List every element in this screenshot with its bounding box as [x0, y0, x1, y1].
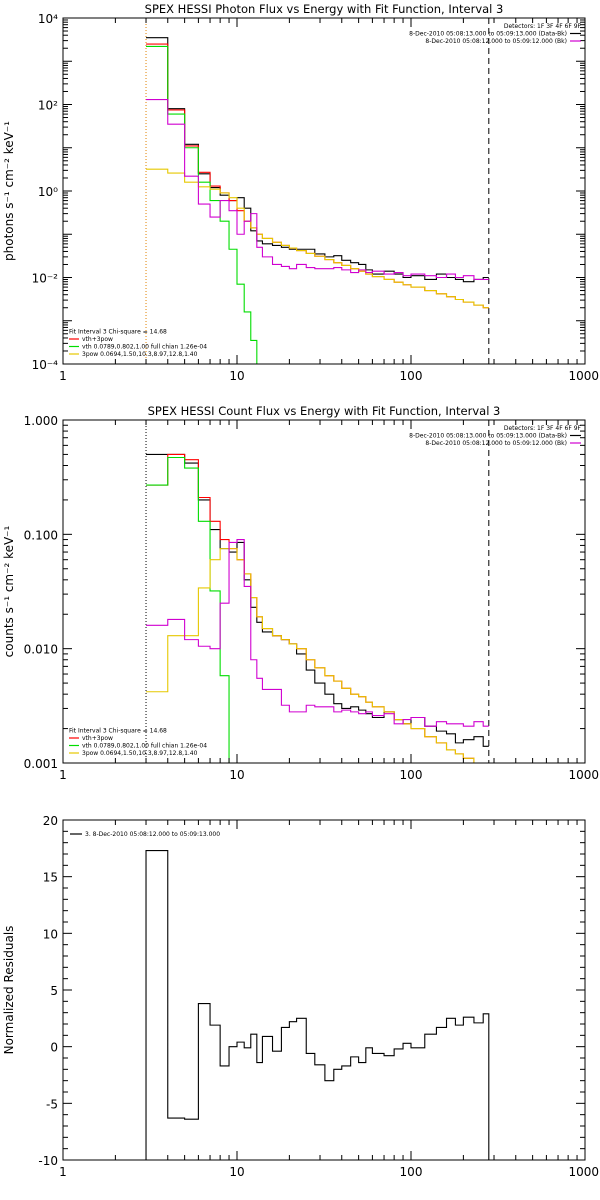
- legend-entry: vth+3pow: [82, 735, 113, 742]
- series-group: [146, 453, 489, 763]
- y-tick-label: 10⁰: [38, 185, 58, 199]
- x-tick-label: 1: [59, 768, 67, 782]
- series-line-3: [146, 168, 489, 309]
- series-line-0: [146, 37, 489, 283]
- legend-entry: Detectors: 1F 3F 4F 6F 9F: [504, 425, 582, 432]
- series-line-0: [145, 850, 490, 1160]
- series-group: [146, 37, 489, 364]
- legend-entry: vth 0.0789,0.802,1.00 full chian 1.26e-0…: [82, 344, 207, 351]
- plot-frame: [62, 17, 586, 365]
- x-tick-label: 1: [59, 369, 67, 383]
- y-tick-label: 10²: [38, 99, 58, 113]
- plot-frame: [62, 419, 586, 764]
- y-axis-label: Normalized Residuals: [2, 926, 16, 1055]
- x-tick-label: 1: [59, 1165, 67, 1179]
- y-tick-label: -10: [38, 1154, 58, 1168]
- y-tick-label: 1.000: [24, 414, 58, 428]
- y-tick-label: 15: [43, 871, 58, 885]
- y-axis-label: photons s⁻¹ cm⁻² keV⁻¹: [2, 121, 16, 261]
- legend-entry: 3. 8-Dec-2010 05:08:12.000 to 05:09:13.0…: [85, 831, 220, 838]
- series-line-3: [146, 548, 484, 763]
- series-line-1: [146, 453, 484, 763]
- series-line-2: [146, 456, 230, 763]
- y-tick-label: 0.100: [24, 528, 58, 542]
- legend-entry: vth+3pow: [82, 336, 113, 343]
- x-tick-label: 100: [400, 369, 423, 383]
- chart-title: SPEX HESSI Photon Flux vs Energy with Fi…: [145, 2, 504, 16]
- x-tick-label: 10: [229, 1165, 244, 1179]
- y-tick-label: 10⁻²: [32, 272, 59, 286]
- x-tick-label: 1000: [568, 369, 599, 383]
- y-tick-label: 0.010: [24, 643, 58, 657]
- legend-entry: Fit Interval 3 Chi-square = 14.68: [69, 728, 167, 735]
- series-line-2: [146, 45, 258, 364]
- legend-entry: 8-Dec-2010 05:08:12.000 to 05:09:12.000 …: [425, 38, 567, 45]
- series-line-4: [146, 99, 489, 281]
- legend-entry: 3pow 0.0694,1.50,10.3,8.97,12.8,1.40: [82, 750, 198, 757]
- legend-entry: 3pow 0.0694,1.50,10.3,8.97,12.8,1.40: [82, 351, 198, 358]
- legend-entry: Fit Interval 3 Chi-square = 14.68: [69, 329, 167, 336]
- legend-entry: 8-Dec-2010 05:08:13.000 to 05:09:13.000 …: [409, 433, 567, 440]
- panel-2: SPEX HESSI Count Flux vs Energy with Fit…: [2, 404, 599, 782]
- y-tick-label: 20: [43, 814, 58, 828]
- legend-entry: 8-Dec-2010 05:08:12.000 to 05:09:12.000 …: [425, 440, 567, 447]
- legend-entry: Detectors: 1F 3F 4F 6F 9F: [504, 23, 582, 30]
- x-tick-label: 100: [400, 1165, 423, 1179]
- y-axis-label: counts s⁻¹ cm⁻² keV⁻¹: [2, 525, 16, 657]
- y-tick-label: 10⁻⁴: [32, 358, 59, 372]
- x-tick-label: 1000: [568, 1165, 599, 1179]
- legend-entry: 8-Dec-2010 05:08:13.000 to 05:09:13.000 …: [409, 31, 567, 38]
- panel-3: Normalized Residuals 1 10 100 1000 20 15 10 5 0 -5…: [2, 814, 599, 1179]
- y-tick-label: 0.001: [24, 757, 58, 771]
- series-line-0: [146, 453, 489, 747]
- series-group: [145, 850, 490, 1160]
- plot-frame: [62, 819, 586, 1161]
- x-tick-label: 10: [229, 768, 244, 782]
- y-tick-label: 0: [50, 1041, 58, 1055]
- y-tick-label: 5: [50, 984, 58, 998]
- x-tick-label: 10: [229, 369, 244, 383]
- series-line-4: [146, 539, 489, 727]
- y-tick-label: 10: [43, 927, 58, 941]
- legend-entry: vth 0.0789,0.802,1.00 full chian 1.26e-0…: [82, 743, 207, 750]
- y-tick-label: -5: [46, 1097, 58, 1111]
- panel-1: SPEX HESSI Photon Flux vs Energy with Fi…: [2, 2, 599, 383]
- y-tick-label: 10⁴: [38, 12, 58, 26]
- x-tick-label: 1000: [568, 768, 599, 782]
- x-tick-label: 100: [400, 768, 423, 782]
- chart-title: SPEX HESSI Count Flux vs Energy with Fit…: [148, 404, 501, 418]
